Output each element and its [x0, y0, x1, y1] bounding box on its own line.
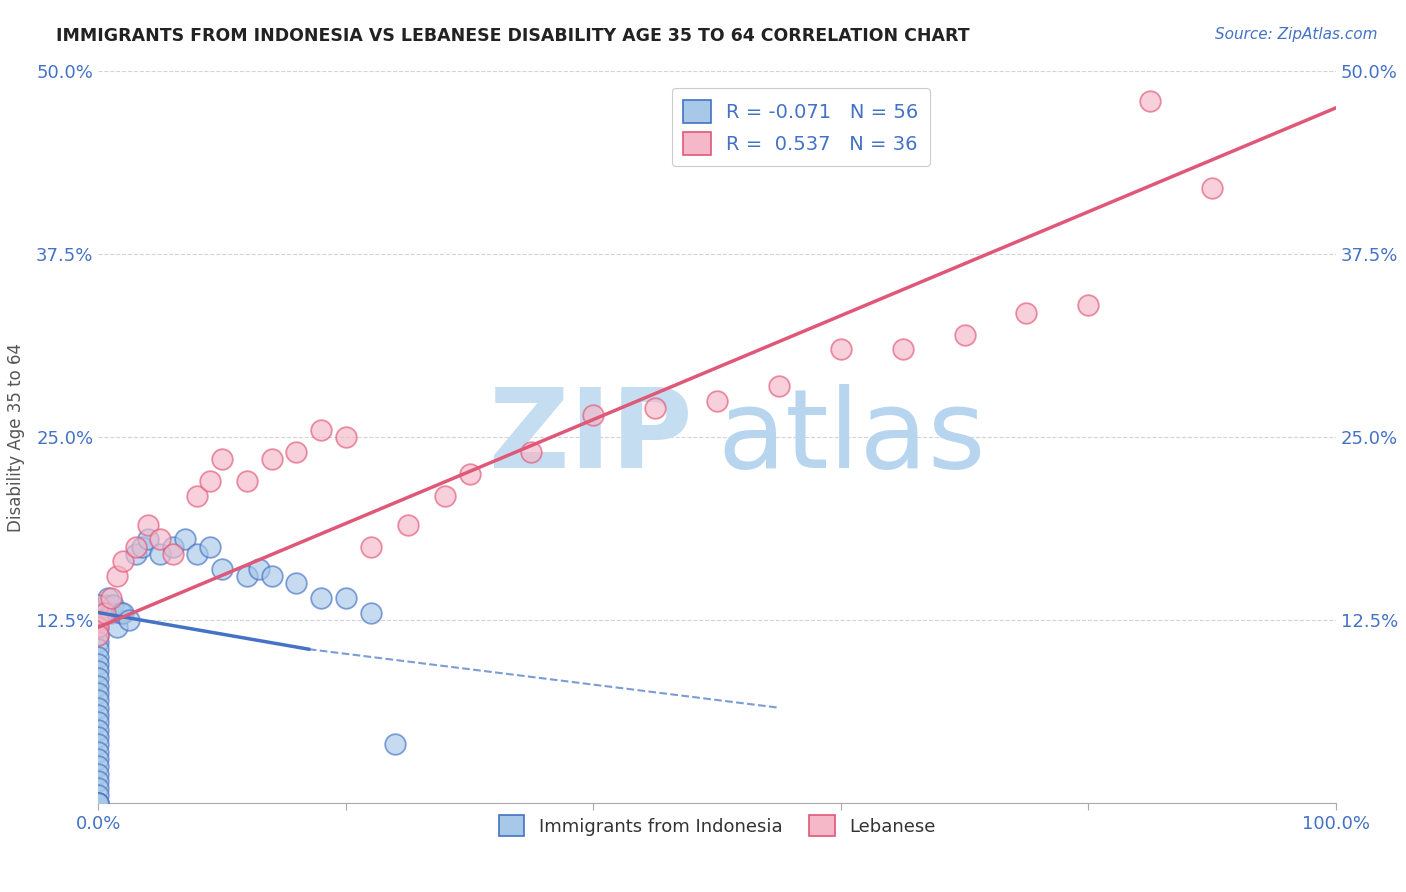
Point	[1139, 94, 1161, 108]
Point	[87, 766, 110, 780]
Point	[1015, 306, 1038, 320]
Point	[582, 408, 605, 422]
Point	[87, 745, 110, 759]
Point	[87, 796, 110, 810]
Point	[285, 444, 308, 458]
Legend: Immigrants from Indonesia, Lebanese: Immigrants from Indonesia, Lebanese	[489, 806, 945, 845]
Point	[768, 379, 790, 393]
Point	[87, 635, 110, 649]
Point	[87, 781, 110, 796]
Point	[93, 606, 115, 620]
Point	[335, 591, 357, 605]
Point	[87, 679, 110, 693]
Point	[211, 562, 233, 576]
Point	[186, 547, 208, 561]
Point	[136, 517, 159, 532]
Point	[162, 547, 184, 561]
Point	[87, 672, 110, 686]
Point	[87, 708, 110, 723]
Point	[87, 773, 110, 788]
Point	[87, 627, 110, 641]
Text: ZIP: ZIP	[489, 384, 692, 491]
Point	[87, 649, 110, 664]
Point	[953, 327, 976, 342]
Point	[87, 657, 110, 671]
Point	[1201, 181, 1223, 195]
Point	[87, 789, 110, 803]
Point	[94, 599, 117, 613]
Point	[93, 606, 115, 620]
Point	[186, 489, 208, 503]
Point	[309, 423, 332, 437]
Point	[309, 591, 332, 605]
Text: atlas: atlas	[717, 384, 986, 491]
Point	[100, 606, 122, 620]
Point	[112, 606, 135, 620]
Point	[433, 489, 456, 503]
Point	[87, 613, 110, 627]
Point	[891, 343, 914, 357]
Point	[458, 467, 481, 481]
Point	[87, 599, 110, 613]
Point	[131, 540, 153, 554]
Point	[211, 452, 233, 467]
Point	[103, 599, 125, 613]
Point	[136, 533, 159, 547]
Point	[198, 540, 221, 554]
Point	[87, 700, 110, 714]
Point	[105, 569, 128, 583]
Text: IMMIGRANTS FROM INDONESIA VS LEBANESE DISABILITY AGE 35 TO 64 CORRELATION CHART: IMMIGRANTS FROM INDONESIA VS LEBANESE DI…	[56, 27, 970, 45]
Point	[87, 752, 110, 766]
Point	[644, 401, 666, 415]
Point	[87, 730, 110, 744]
Point	[87, 715, 110, 730]
Point	[87, 796, 110, 810]
Point	[87, 686, 110, 700]
Point	[87, 620, 110, 634]
Point	[87, 606, 110, 620]
Point	[112, 554, 135, 568]
Point	[236, 569, 259, 583]
Point	[124, 547, 146, 561]
Point	[87, 759, 110, 773]
Point	[100, 591, 122, 605]
Point	[335, 430, 357, 444]
Point	[1077, 298, 1099, 312]
Point	[830, 343, 852, 357]
Point	[384, 737, 406, 751]
Point	[162, 540, 184, 554]
Point	[149, 547, 172, 561]
Point	[706, 393, 728, 408]
Text: Source: ZipAtlas.com: Source: ZipAtlas.com	[1215, 27, 1378, 42]
Point	[110, 606, 132, 620]
Point	[396, 517, 419, 532]
Point	[87, 599, 110, 613]
Point	[87, 627, 110, 641]
Point	[87, 737, 110, 751]
Point	[285, 576, 308, 591]
Point	[97, 591, 120, 605]
Point	[520, 444, 543, 458]
Point	[87, 693, 110, 707]
Point	[360, 606, 382, 620]
Point	[174, 533, 197, 547]
Point	[87, 613, 110, 627]
Point	[149, 533, 172, 547]
Point	[124, 540, 146, 554]
Point	[118, 613, 141, 627]
Point	[87, 723, 110, 737]
Point	[87, 664, 110, 678]
Point	[87, 620, 110, 634]
Point	[260, 452, 283, 467]
Point	[198, 474, 221, 488]
Y-axis label: Disability Age 35 to 64: Disability Age 35 to 64	[7, 343, 25, 532]
Point	[87, 642, 110, 657]
Point	[236, 474, 259, 488]
Point	[260, 569, 283, 583]
Point	[247, 562, 270, 576]
Point	[87, 796, 110, 810]
Point	[360, 540, 382, 554]
Point	[105, 620, 128, 634]
